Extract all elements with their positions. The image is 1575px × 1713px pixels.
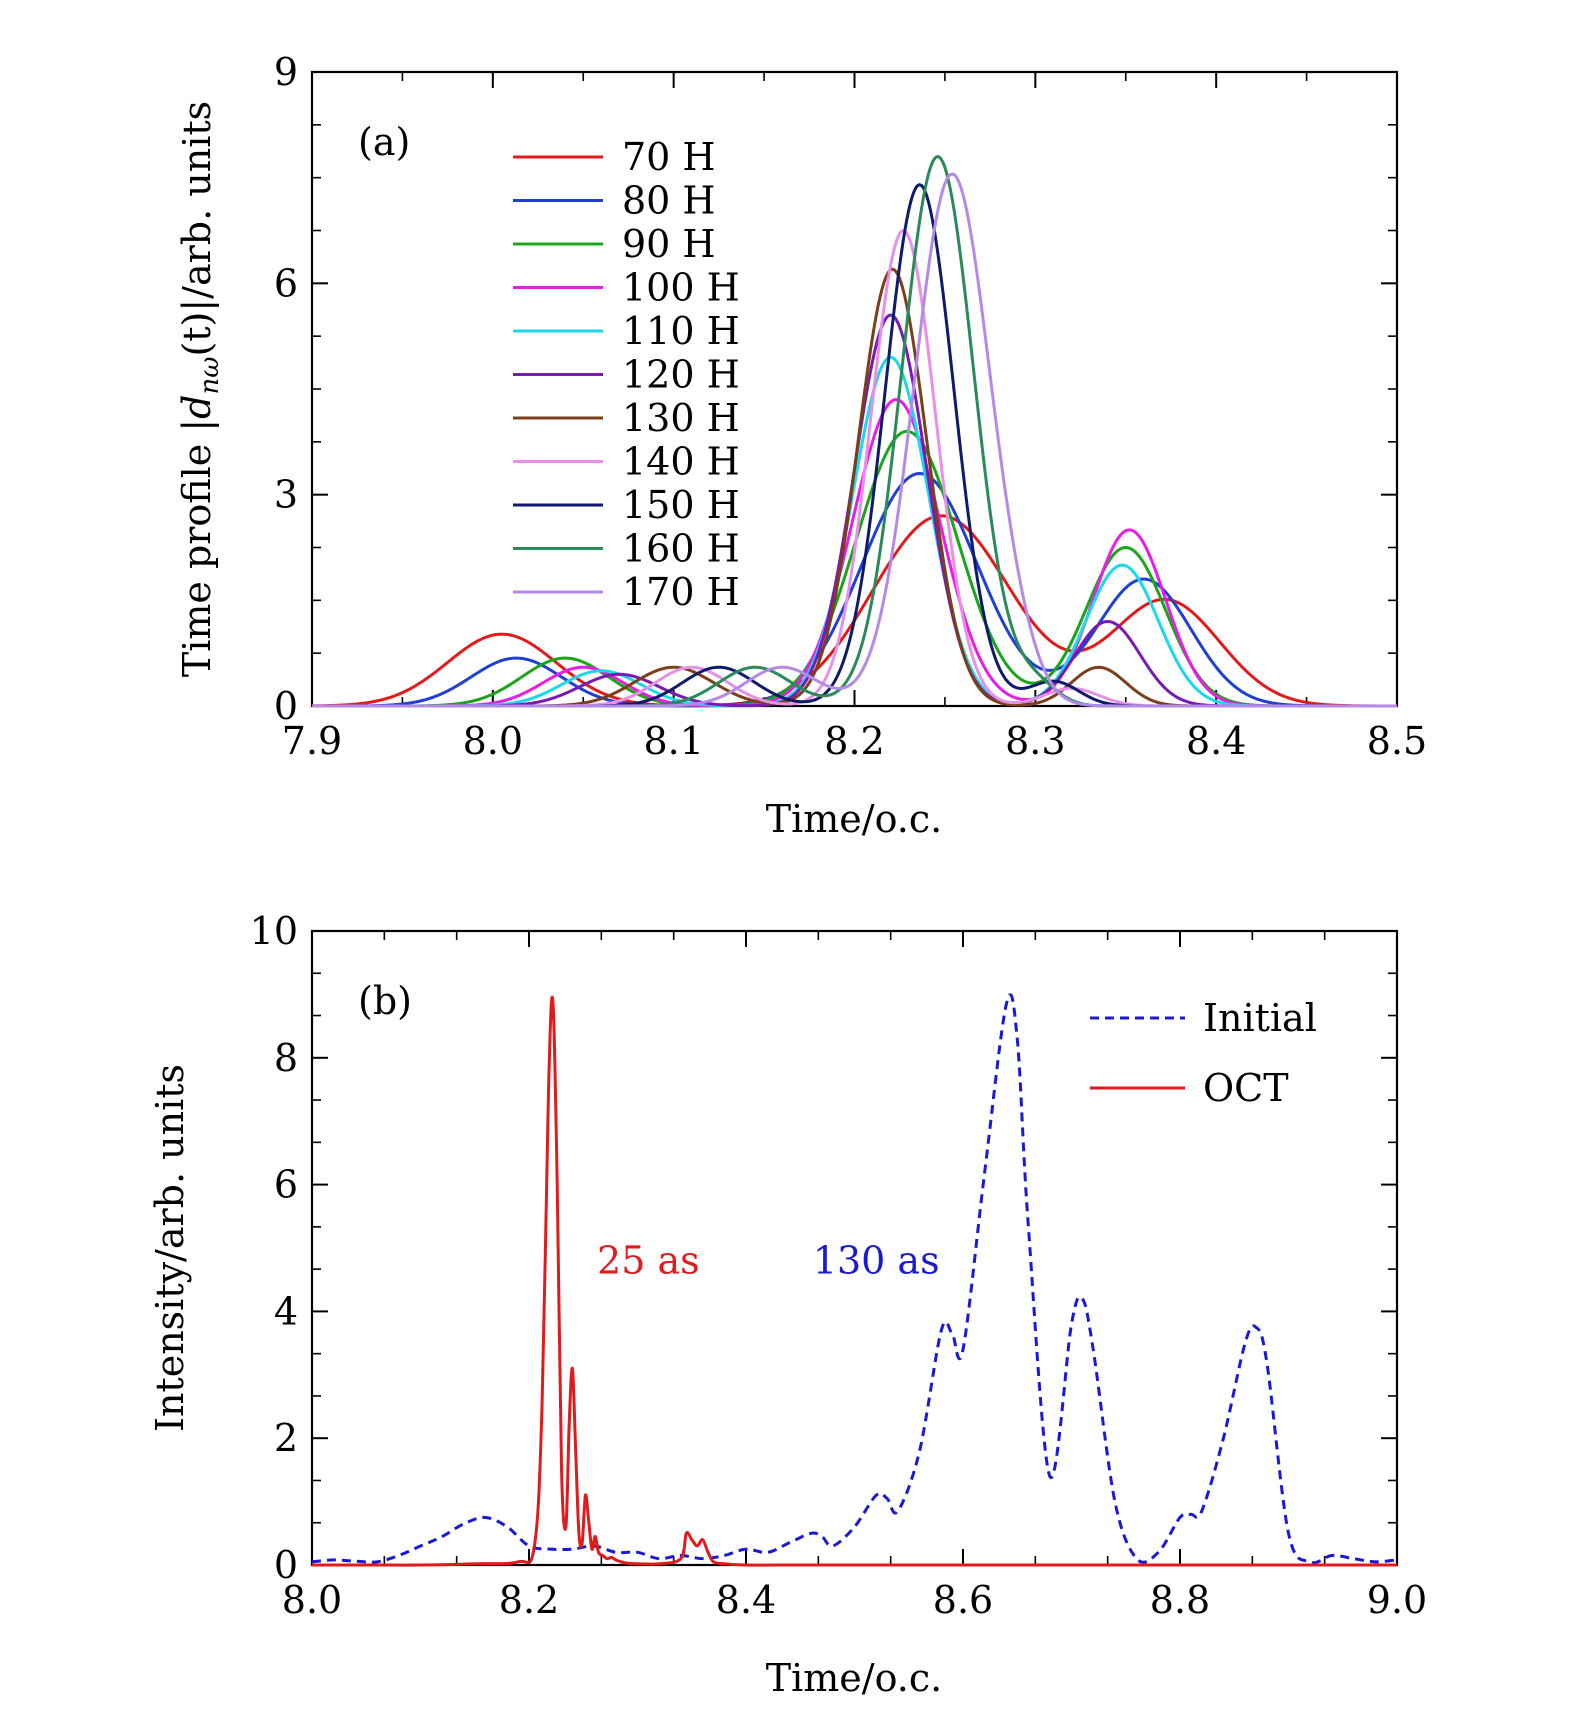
annotation-label: 25 as: [597, 1238, 700, 1282]
x-tick-label: 8.6: [933, 1578, 993, 1622]
chart-a: 7.9 8.0 8.1 8.2 8.3 8.4 8.5 0 3 6 9 70 H80 H90 H10…: [175, 50, 1427, 841]
y-tick-label: 8: [274, 1036, 298, 1080]
series-line-100-h: [312, 398, 1397, 708]
chart-b-ticks: 8.0 8.2 8.4 8.6 8.8 9.0 0 2 4 6 8 10: [250, 909, 1428, 1622]
chart-a-lines: [311, 154, 1397, 708]
chart-b-panel-label: (b): [358, 979, 412, 1023]
x-tick-label: 7.9: [282, 719, 342, 763]
x-tick-label: 8.8: [1150, 1578, 1210, 1622]
y-tick-label: 3: [274, 473, 298, 517]
chart-b-legend: Initial OCT: [1090, 996, 1317, 1110]
legend-label: 110 H: [622, 309, 740, 353]
series-line-80-h: [312, 472, 1397, 708]
y-tick-label: 0: [274, 1543, 298, 1587]
annotation-label: 130 as: [813, 1238, 940, 1282]
x-tick-label: 8.5: [1367, 719, 1427, 763]
y-tick-label: 0: [274, 684, 298, 728]
chart-a-y-axis-title: Time profile |dnω(t)|/arb. units: [175, 101, 225, 677]
legend-label: 80 H: [622, 179, 716, 223]
legend-label: Initial: [1203, 996, 1317, 1040]
chart-b-lines: [311, 993, 1398, 1567]
series-line-initial: [311, 993, 1398, 1565]
legend-label: 160 H: [622, 527, 740, 571]
series-line-110-h: [312, 355, 1397, 708]
chart-b-x-axis-title: Time/o.c.: [766, 1656, 942, 1700]
x-tick-label: 8.4: [716, 1578, 776, 1622]
series-line-170-h: [312, 172, 1397, 708]
x-tick-label: 9.0: [1367, 1578, 1427, 1622]
y-tick-label: 4: [274, 1289, 298, 1333]
legend-label: 70 H: [622, 135, 716, 179]
series-line-oct: [312, 995, 1397, 1567]
chart-a-panel-label: (a): [358, 120, 410, 164]
x-tick-label: 8.4: [1186, 719, 1246, 763]
chart-b: 8.0 8.2 8.4 8.6 8.8 9.0 0 2 4 6 8 10 Initial OCT 25 …: [148, 909, 1427, 1700]
legend-label: OCT: [1203, 1066, 1289, 1110]
chart-a-x-axis-title: Time/o.c.: [766, 797, 942, 841]
chart-a-ticks: 7.9 8.0 8.1 8.2 8.3 8.4 8.5 0 3 6 9: [274, 50, 1427, 763]
legend-label: 170 H: [622, 570, 740, 614]
y-tick-label: 9: [274, 50, 298, 94]
y-tick-label: 6: [274, 261, 298, 305]
legend-label: 150 H: [622, 483, 740, 527]
legend-label: 120 H: [622, 353, 740, 397]
x-tick-label: 8.2: [824, 719, 884, 763]
chart-b-annotations: 25 as 130 as: [597, 1238, 940, 1282]
legend-label: 100 H: [622, 266, 740, 310]
x-tick-label: 8.1: [643, 719, 703, 763]
x-tick-label: 8.0: [282, 1578, 342, 1622]
y-tick-label: 2: [274, 1416, 298, 1460]
legend-label: 90 H: [622, 222, 716, 266]
legend-label: 130 H: [622, 396, 740, 440]
y-tick-label: 10: [250, 909, 298, 953]
x-tick-label: 8.3: [1005, 719, 1065, 763]
legend-label: 140 H: [622, 440, 740, 484]
y-tick-label: 6: [274, 1163, 298, 1207]
x-tick-label: 8.2: [499, 1578, 559, 1622]
series-line-150-h: [312, 183, 1397, 708]
chart-b-y-axis-title: Intensity/arb. units: [148, 1064, 192, 1432]
chart-a-plot-frame: [310, 70, 1399, 708]
x-tick-label: 8.0: [463, 719, 523, 763]
